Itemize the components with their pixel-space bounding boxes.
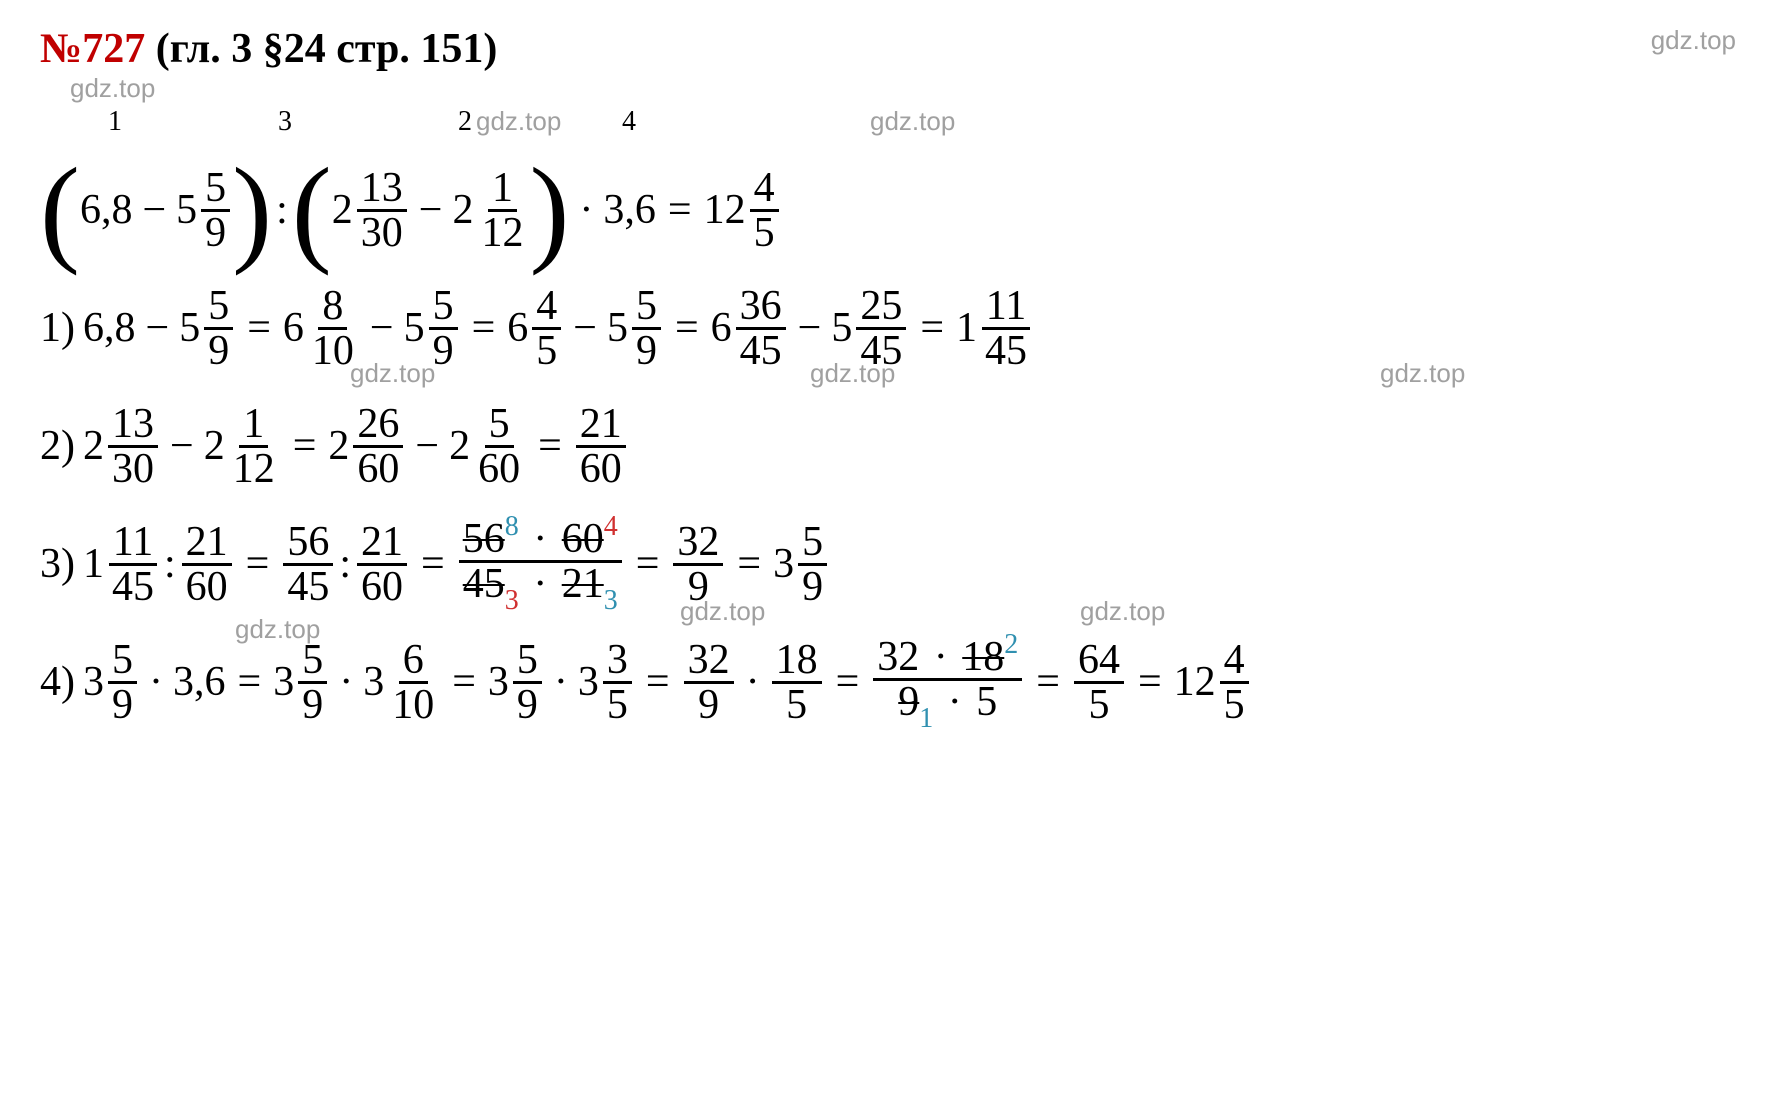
step3-label: 3) xyxy=(40,540,75,588)
step-3: 3) 11145 : 2160 = 5645 : 2160 = 568 · 60… xyxy=(40,514,1736,614)
wm-s4: gdz.top xyxy=(235,614,320,645)
wm-s3b: gdz.top xyxy=(1080,596,1165,627)
step-4: 4) 359 · 3,6 = 359 · 3610 = 359 · 335 = … xyxy=(40,632,1736,732)
step-2: 2) 21330 − 2112 = 22660 − 2560 = 2160 xyxy=(40,396,1736,496)
sup-label-row: gdz.top 1 3 2 gdz.top 4 gdz.top xyxy=(40,78,1736,148)
main-b: 5 59 xyxy=(176,167,232,254)
sup-label-3: 3 xyxy=(278,106,292,138)
op-dot: · xyxy=(579,186,593,234)
main-d: 2 112 xyxy=(452,167,529,254)
title-num: 727 xyxy=(82,26,145,72)
main-equation: ( 6,8 − 5 59 ) : ( 2 1330 − 2 112 ) · 3,… xyxy=(40,160,1736,260)
wm-s3: gdz.top xyxy=(680,596,765,627)
title-num-prefix: № xyxy=(40,26,82,72)
step4-cancel-frac: 32 · 182 91 · 5 xyxy=(873,633,1022,730)
watermark-title-below: gdz.top xyxy=(70,73,155,104)
main-mult: 3,6 xyxy=(603,186,656,234)
paren-close-2: ) xyxy=(529,162,569,258)
page-title: №727 (гл. 3 §24 стр. 151) xyxy=(40,25,497,73)
op-minus: − xyxy=(142,186,166,234)
wm-s1-a: gdz.top xyxy=(350,358,435,389)
step1-label: 1) xyxy=(40,304,75,352)
op-minus-2: − xyxy=(419,186,443,234)
watermark-top-right: gdz.top xyxy=(1651,25,1736,56)
wm-s1-c: gdz.top xyxy=(1380,358,1465,389)
step-1: 1) 6,8 − 559 = 6810 − 559 = 645 − 559 = … xyxy=(40,278,1736,378)
step2-label: 2) xyxy=(40,422,75,470)
watermark-sup-mid: gdz.top xyxy=(476,106,561,137)
watermark-sup-right: gdz.top xyxy=(870,106,955,137)
main-c: 2 1330 xyxy=(332,167,409,254)
sup-label-2: 2 xyxy=(458,106,472,138)
main-a: 6,8 xyxy=(80,186,133,234)
sup-label-1: 1 xyxy=(108,106,122,138)
op-colon: : xyxy=(276,186,288,234)
paren-close-1: ) xyxy=(232,162,272,258)
eq-sign: = xyxy=(668,186,692,234)
wm-s1-b: gdz.top xyxy=(810,358,895,389)
main-result: 12 45 xyxy=(704,167,781,254)
header: №727 (гл. 3 §24 стр. 151) gdz.top xyxy=(40,25,1736,73)
step4-label: 4) xyxy=(40,658,75,706)
s1-dec: 6,8 xyxy=(83,304,136,352)
sup-label-4: 4 xyxy=(622,106,636,138)
paren-open-1: ( xyxy=(40,162,80,258)
step3-cancel-frac: 568 · 604 453 · 213 xyxy=(459,515,622,612)
paren-open-2: ( xyxy=(292,162,332,258)
title-rest: (гл. 3 §24 стр. 151) xyxy=(145,26,497,72)
